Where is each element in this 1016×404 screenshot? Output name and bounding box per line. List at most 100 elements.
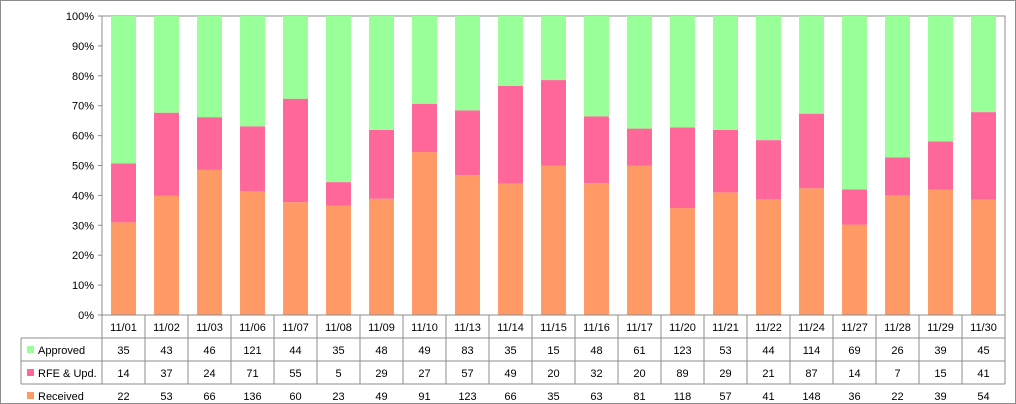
x-category-label: 11/08: [325, 322, 352, 334]
x-category-label: 11/03: [196, 322, 223, 334]
x-category-label: 11/02: [153, 322, 180, 334]
x-category-label: 11/17: [626, 322, 653, 334]
table-value: 54: [977, 391, 989, 403]
bar-segment: [369, 198, 394, 315]
table-value: 49: [504, 368, 516, 380]
bar-segment: [971, 199, 996, 315]
table-value: 14: [848, 368, 860, 380]
table-value: 27: [418, 368, 430, 380]
bar-segment: [369, 129, 394, 199]
bar-segment: [627, 165, 652, 315]
bar-segment: [713, 130, 738, 193]
x-category-label: 11/28: [884, 322, 911, 334]
bar-segment: [670, 127, 695, 209]
bar-segment: [670, 16, 695, 128]
bar-segment: [240, 126, 265, 192]
bar-segment: [928, 189, 953, 315]
table-value: 39: [934, 345, 946, 357]
legend-series-name: RFE & Upd.: [38, 368, 97, 380]
bar-segment: [326, 16, 351, 183]
y-tick-label: 10%: [72, 280, 94, 292]
table-value: 41: [762, 391, 774, 403]
bar-segment: [111, 163, 136, 223]
bar-segment: [842, 224, 867, 315]
table-value: 14: [117, 368, 129, 380]
table-value: 69: [848, 345, 860, 357]
bar-segment: [842, 189, 867, 225]
bar-segment: [842, 16, 867, 190]
bar-segment: [498, 85, 523, 184]
y-tick-label: 80%: [72, 71, 94, 83]
table-value: 57: [461, 368, 473, 380]
table-value: 37: [160, 368, 172, 380]
table-value: 48: [590, 345, 602, 357]
bar-segment: [756, 16, 781, 141]
x-category-label: 11/01: [110, 322, 137, 334]
table-value: 35: [504, 345, 516, 357]
x-category-label: 11/10: [411, 322, 438, 334]
table-value: 15: [547, 345, 559, 357]
table-value: 49: [375, 391, 387, 403]
y-tick-label: 20%: [72, 250, 94, 262]
bar-segment: [713, 16, 738, 131]
bar-segment: [154, 112, 179, 196]
bar-segment: [154, 195, 179, 315]
bar-segment: [283, 98, 308, 203]
table-value: 55: [289, 368, 301, 380]
bar-segment: [455, 16, 480, 111]
table-value: 49: [418, 345, 430, 357]
bar-segment: [971, 112, 996, 200]
y-tick-label: 100%: [66, 11, 94, 23]
table-value: 5: [335, 368, 341, 380]
table-value: 20: [547, 368, 559, 380]
bar-segment: [541, 80, 566, 166]
bar-segment: [928, 16, 953, 142]
table-value: 35: [547, 391, 559, 403]
bar-segment: [412, 16, 437, 104]
x-category-label: 11/30: [970, 322, 997, 334]
table-value: 20: [633, 368, 645, 380]
table-value: 46: [203, 345, 215, 357]
legend-key: [27, 392, 34, 399]
table-value: 53: [719, 345, 731, 357]
table-value: 39: [934, 391, 946, 403]
table-value: 148: [802, 391, 820, 403]
y-tick-label: 90%: [72, 41, 94, 53]
x-category-label: 11/20: [669, 322, 696, 334]
bar-segment: [412, 152, 437, 315]
table-value: 123: [673, 345, 691, 357]
table-value: 29: [719, 368, 731, 380]
bar-segment: [799, 16, 824, 114]
table-value: 24: [203, 368, 215, 380]
table-value: 26: [891, 345, 903, 357]
table-value: 61: [633, 345, 645, 357]
x-category-label: 11/29: [927, 322, 954, 334]
bar-segment: [541, 16, 566, 81]
bar-segment: [627, 128, 652, 166]
table-value: 48: [375, 345, 387, 357]
table-value: 35: [332, 345, 344, 357]
table-value: 22: [891, 391, 903, 403]
x-category-label: 11/16: [583, 322, 610, 334]
legend-series-name: Received: [38, 391, 84, 403]
table-value: 22: [117, 391, 129, 403]
x-category-label: 11/15: [540, 322, 567, 334]
table-value: 66: [203, 391, 215, 403]
table-value: 81: [633, 391, 645, 403]
y-tick-label: 30%: [72, 220, 94, 232]
y-tick-label: 0%: [78, 310, 94, 322]
table-value: 57: [719, 391, 731, 403]
table-value: 121: [243, 345, 261, 357]
bar-segment: [412, 103, 437, 153]
bar-segment: [283, 202, 308, 315]
table-value: 63: [590, 391, 602, 403]
x-category-label: 11/21: [712, 322, 739, 334]
bar-segment: [928, 141, 953, 190]
bar-segment: [326, 182, 351, 206]
x-category-label: 11/22: [755, 322, 782, 334]
table-value: 32: [590, 368, 602, 380]
bar-segment: [197, 169, 222, 315]
bar-segment: [584, 116, 609, 184]
table-value: 15: [934, 368, 946, 380]
